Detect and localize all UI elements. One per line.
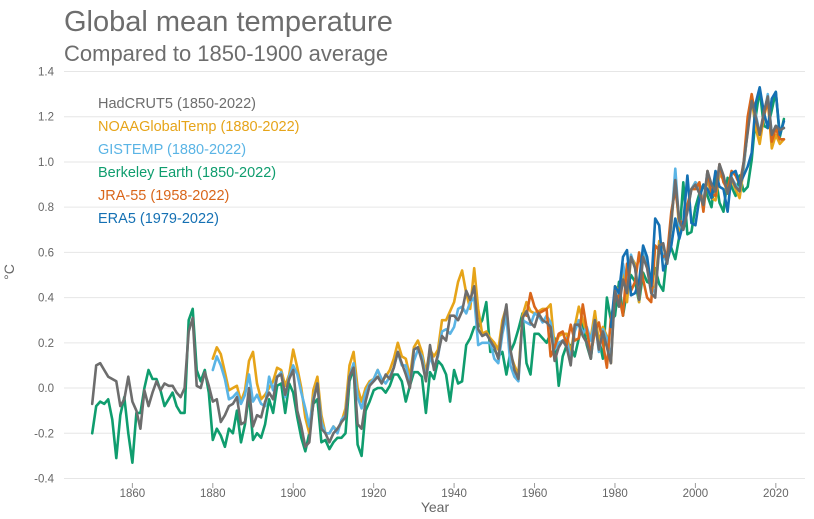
legend-entry: ERA5 (1979-2022) bbox=[98, 211, 219, 227]
x-tick-label: 1880 bbox=[200, 488, 226, 500]
x-tick-label: 2020 bbox=[763, 488, 789, 500]
x-tick-label: 1960 bbox=[522, 488, 548, 500]
y-tick-label: -0.4 bbox=[34, 473, 54, 485]
x-tick-label: 1860 bbox=[120, 488, 146, 500]
series-line bbox=[211, 92, 786, 435]
x-tick-label: 1920 bbox=[361, 488, 387, 500]
y-tick-label: -0.2 bbox=[34, 428, 54, 440]
legend-entry: JRA-55 (1958-2022) bbox=[98, 188, 229, 204]
legend: HadCRUT5 (1850-2022) NOAAGlobalTemp (1880… bbox=[98, 96, 300, 227]
y-axis-label: °C bbox=[1, 264, 17, 280]
y-tick-label: 0.6 bbox=[38, 247, 54, 259]
chart-title: Global mean temperature bbox=[64, 6, 393, 38]
legend-entry: Berkeley Earth (1850-2022) bbox=[98, 165, 276, 181]
x-tick-labels: 1860 1880 1900 1920 1940 1960 1980 2000 2020 bbox=[120, 483, 789, 500]
x-tick-label: 1900 bbox=[280, 488, 306, 500]
y-tick-label: 0.2 bbox=[38, 338, 54, 350]
legend-entry: HadCRUT5 (1850-2022) bbox=[98, 96, 256, 112]
y-tick-label: 0.4 bbox=[38, 293, 55, 305]
x-tick-label: 2000 bbox=[683, 488, 709, 500]
y-tick-label: 0.0 bbox=[38, 383, 54, 395]
y-tick-label: 1.2 bbox=[38, 112, 54, 124]
legend-entry: NOAAGlobalTemp (1880-2022) bbox=[98, 119, 300, 135]
x-tick-label: 1980 bbox=[602, 488, 628, 500]
x-tick-label: 1940 bbox=[441, 488, 467, 500]
y-tick-label: 0.8 bbox=[38, 202, 54, 214]
y-tick-labels: -0.4 -0.2 0.0 0.2 0.4 0.6 0.8 1.0 1.2 1.4 bbox=[34, 67, 54, 486]
chart-subtitle: Compared to 1850-1900 average bbox=[64, 41, 389, 66]
x-axis-label: Year bbox=[421, 499, 450, 515]
y-tick-label: 1.4 bbox=[38, 67, 55, 79]
legend-entry: GISTEMP (1880-2022) bbox=[98, 142, 246, 158]
y-tick-label: 1.0 bbox=[38, 157, 54, 169]
series-line bbox=[90, 95, 786, 449]
series-lines bbox=[90, 86, 786, 465]
